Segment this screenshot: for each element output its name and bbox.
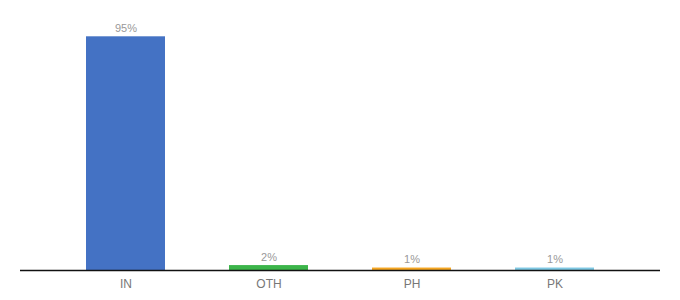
svg-text:2%: 2% xyxy=(261,251,277,263)
svg-text:IN: IN xyxy=(120,277,132,291)
svg-text:1%: 1% xyxy=(547,253,563,265)
svg-text:95%: 95% xyxy=(115,22,137,34)
svg-text:PK: PK xyxy=(547,277,563,291)
svg-text:1%: 1% xyxy=(404,253,420,265)
svg-text:OTH: OTH xyxy=(256,277,281,291)
svg-text:PH: PH xyxy=(404,277,421,291)
